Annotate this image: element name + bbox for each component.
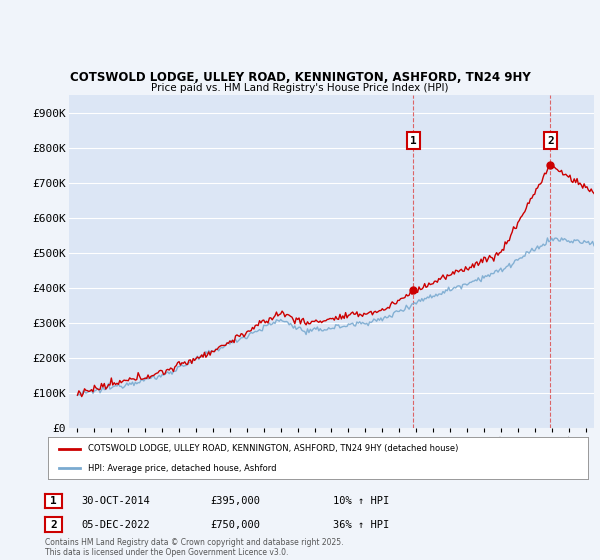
Text: 10% ↑ HPI: 10% ↑ HPI	[333, 496, 389, 506]
Text: 1: 1	[410, 136, 416, 146]
Text: 05-DEC-2022: 05-DEC-2022	[81, 520, 150, 530]
Text: £395,000: £395,000	[210, 496, 260, 506]
Text: COTSWOLD LODGE, ULLEY ROAD, KENNINGTON, ASHFORD, TN24 9HY (detached house): COTSWOLD LODGE, ULLEY ROAD, KENNINGTON, …	[89, 444, 459, 453]
Text: 2: 2	[547, 136, 554, 146]
Text: COTSWOLD LODGE, ULLEY ROAD, KENNINGTON, ASHFORD, TN24 9HY: COTSWOLD LODGE, ULLEY ROAD, KENNINGTON, …	[70, 71, 530, 84]
Text: 1: 1	[50, 496, 57, 506]
Text: Contains HM Land Registry data © Crown copyright and database right 2025.
This d: Contains HM Land Registry data © Crown c…	[45, 538, 343, 557]
Text: HPI: Average price, detached house, Ashford: HPI: Average price, detached house, Ashf…	[89, 464, 277, 473]
Text: 30-OCT-2014: 30-OCT-2014	[81, 496, 150, 506]
Text: 2: 2	[50, 520, 57, 530]
Text: Price paid vs. HM Land Registry's House Price Index (HPI): Price paid vs. HM Land Registry's House …	[151, 83, 449, 93]
Text: £750,000: £750,000	[210, 520, 260, 530]
Text: 36% ↑ HPI: 36% ↑ HPI	[333, 520, 389, 530]
